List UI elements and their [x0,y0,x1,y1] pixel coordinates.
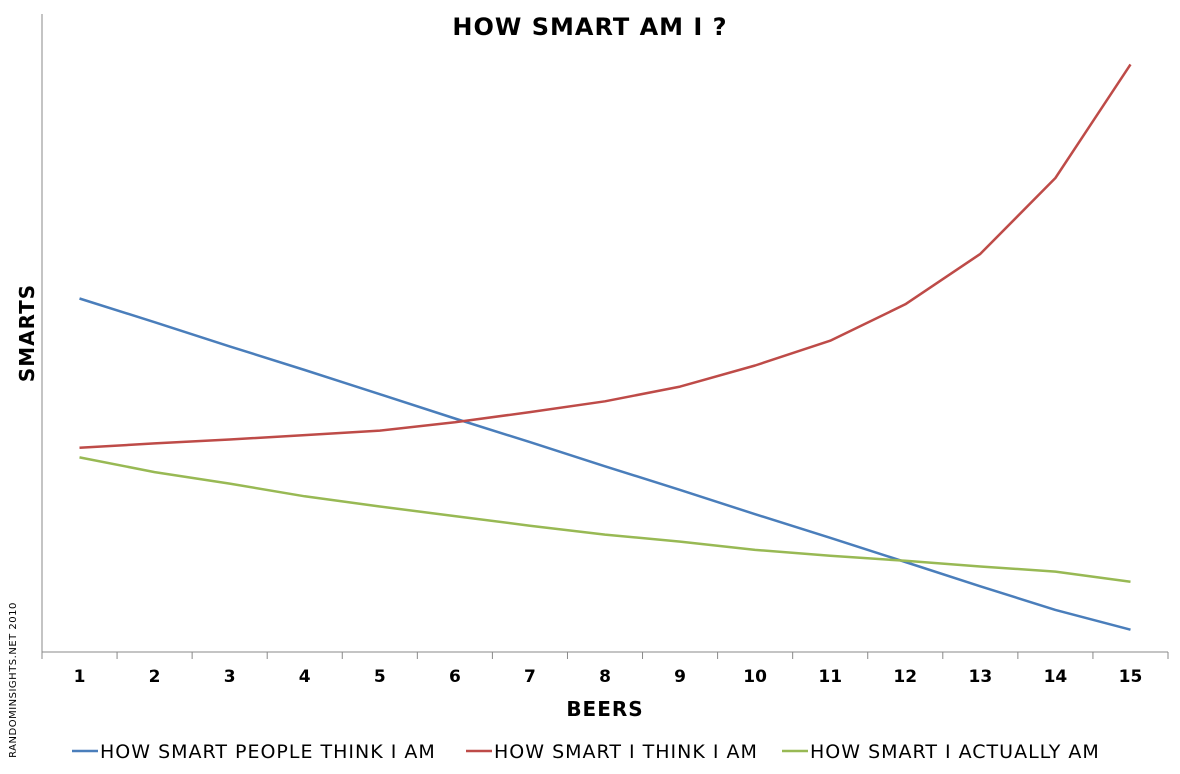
x-tick-label: 5 [374,667,386,687]
x-ticks [41,652,1169,659]
x-tick-label: 3 [224,667,236,687]
series-line-2 [79,63,1132,450]
legend-label-1: HOW SMART PEOPLE THINK I AM [100,741,436,763]
credit-text: RANDOMINSIGHTS.NET 2010 [8,602,19,758]
x-axis-title: BEERS [566,697,643,721]
x-tick-label: 10 [743,667,767,687]
x-tick-label: 6 [449,667,461,687]
x-tick-label: 14 [1044,667,1068,687]
x-tick-label: 4 [299,667,311,687]
legend-label-2: HOW SMART I THINK I AM [494,741,758,763]
x-tick-label: 12 [893,667,917,687]
x-tick-label: 7 [524,667,536,687]
chart-title: HOW SMART AM I ? [452,13,727,41]
x-tick-label: 1 [74,667,86,687]
plot-area: 1 2 3 4 5 6 7 8 9 10 11 12 13 14 15 [41,14,1169,687]
x-tick-label: 11 [818,667,842,687]
series-line-1 [79,297,1131,631]
x-tick-label: 2 [149,667,161,687]
x-tick-label: 8 [599,667,611,687]
x-tick-label: 15 [1119,667,1143,687]
x-tick-labels: 1 2 3 4 5 6 7 8 9 10 11 12 13 14 15 [74,667,1143,687]
x-tick-label: 9 [674,667,686,687]
legend: HOW SMART PEOPLE THINK I AM HOW SMART I T… [72,741,1100,763]
series-line-3 [79,456,1131,584]
y-axis-title: SMARTS [15,284,39,382]
legend-label-3: HOW SMART I ACTUALLY AM [810,741,1100,763]
x-tick-label: 13 [968,667,992,687]
series-lines [79,63,1132,631]
